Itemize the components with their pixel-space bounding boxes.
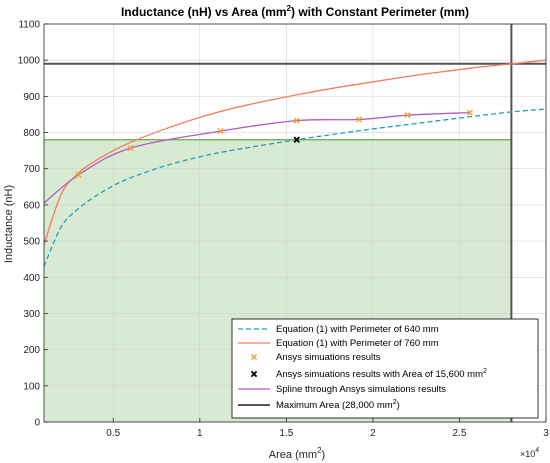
- y-tick-label: 200: [23, 345, 40, 356]
- y-tick-label: 1000: [18, 56, 41, 67]
- x-multiplier-label: ×104: [520, 447, 539, 459]
- legend-label-eq640: Equation (1) with Perimeter of 640 mm: [276, 324, 439, 335]
- ansys-marker: [217, 128, 224, 135]
- legend-label-max-area: Maximum Area (28,000 mm2): [276, 399, 400, 411]
- legend-label-ansys: Ansys simuations results: [276, 352, 381, 363]
- series-eq640-line: [43, 108, 547, 267]
- legend-label-spline: Spline through Ansys simulations results: [276, 384, 446, 395]
- y-tick-label: 700: [23, 164, 40, 175]
- x-tick-label: 0.5: [106, 428, 120, 439]
- x-tick-label: 2: [370, 428, 376, 439]
- y-tick-label: 600: [23, 200, 40, 211]
- y-tick-label: 0: [34, 418, 40, 429]
- y-axis-label: Inductance (nH): [3, 185, 15, 263]
- y-tick-label: 400: [23, 273, 40, 284]
- ansys-15600-marker: [293, 136, 300, 144]
- x-tick-label: 1: [197, 428, 203, 439]
- series-spline-line: [43, 112, 470, 204]
- y-tick-label: 900: [23, 92, 40, 103]
- x-tick-label: 1.5: [279, 428, 293, 439]
- legend-sample-ansys-15600: [250, 370, 258, 378]
- ansys-marker: [355, 116, 363, 123]
- chart-title: Inductance (nH) vs Area (mm2) with Const…: [121, 4, 469, 19]
- x-tick-label: 2.5: [452, 428, 466, 439]
- y-tick-label: 300: [23, 309, 40, 320]
- y-tick-label: 800: [23, 128, 40, 139]
- y-tick-label: 500: [23, 237, 40, 248]
- y-tick-label: 1100: [18, 20, 40, 31]
- x-axis-label: Area (mm2): [269, 446, 325, 461]
- legend-sample-ansys: [250, 353, 258, 361]
- ansys-marker: [404, 112, 411, 119]
- x-tick-label: 3: [543, 428, 549, 439]
- axes-box: [43, 23, 547, 423]
- ansys-marker: [75, 171, 82, 178]
- ansys-marker: [127, 145, 134, 152]
- ansys-marker: [293, 117, 300, 124]
- y-tick-label: 100: [23, 381, 40, 392]
- legend-label-ansys-15600: Ansys simuations results with Area of 15…: [276, 368, 487, 380]
- ansys-marker: [466, 109, 473, 116]
- legend-label-eq760: Equation (1) with Perimeter of 760 mm: [276, 338, 439, 349]
- legend-box: [231, 318, 539, 419]
- series-eq760-line: [43, 59, 547, 245]
- legend: Equation (1) with Perimeter of 640 mm Eq…: [231, 318, 539, 419]
